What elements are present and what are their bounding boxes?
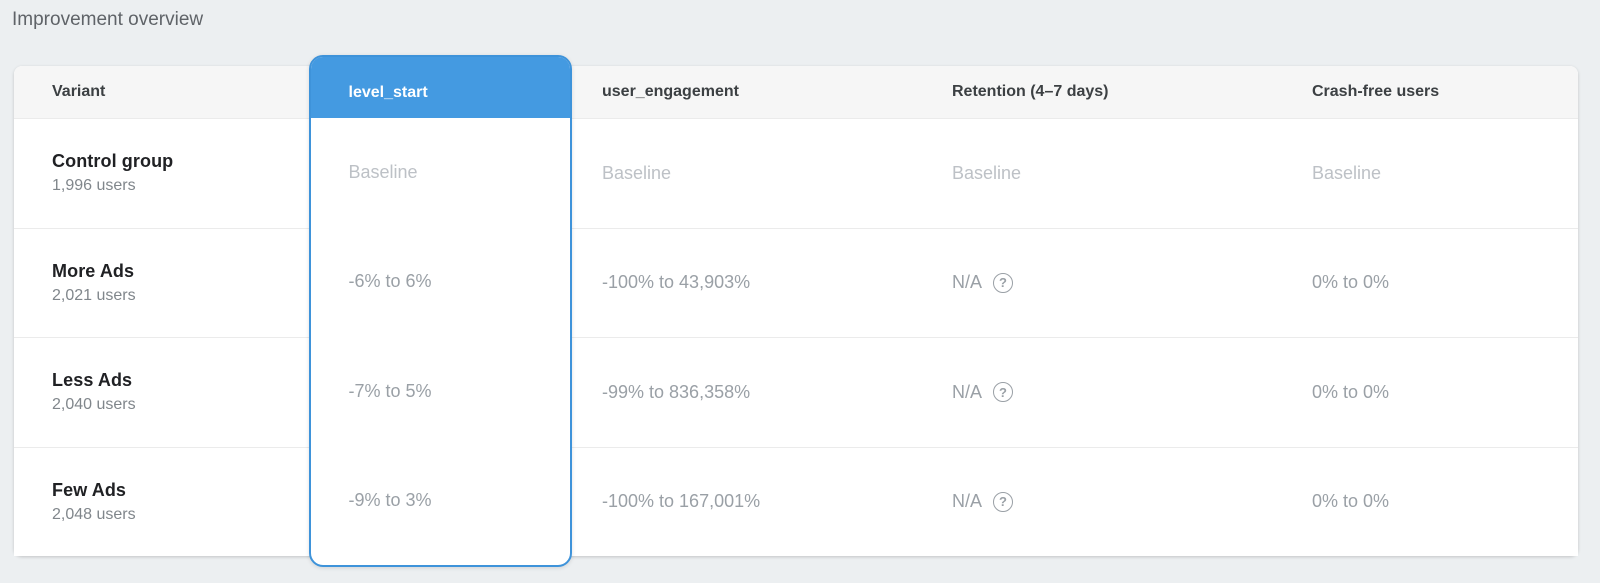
- user-engagement-cell: -100% to 167,001%: [572, 491, 920, 512]
- variant-cell: More Ads 2,021 users: [14, 261, 309, 305]
- table-row-few-ads: Few Ads 2,048 users -100% to 167,001% N/…: [14, 446, 1578, 556]
- retention-cell: Baseline: [920, 163, 1270, 184]
- variant-cell: Less Ads 2,040 users: [14, 370, 309, 414]
- level-start-cell: Baseline: [311, 118, 570, 228]
- column-header-retention[interactable]: Retention (4–7 days): [952, 83, 1109, 100]
- user-engagement-value: Baseline: [602, 162, 672, 183]
- variant-user-count: 2,040 users: [52, 396, 136, 414]
- improvement-overview-table: Variant user_engagement Retention (4–7 d…: [14, 55, 1578, 567]
- metric-card-header[interactable]: level_start: [311, 57, 570, 118]
- retention-value: Baseline: [952, 162, 1022, 183]
- variant-cell: Control group 1,996 users: [14, 151, 309, 195]
- table-header-row: Variant user_engagement Retention (4–7 d…: [14, 66, 1578, 118]
- help-icon[interactable]: ?: [993, 272, 1014, 293]
- variant-name: More Ads: [52, 260, 135, 281]
- column-header-crash-free[interactable]: Crash-free users: [1312, 83, 1440, 100]
- user-engagement-cell: -100% to 43,903%: [572, 272, 920, 293]
- column-header-variant: Variant: [52, 83, 106, 100]
- table-row-more-ads: More Ads 2,021 users -100% to 43,903% N/…: [14, 227, 1578, 337]
- variant-name: Few Ads: [52, 479, 127, 500]
- variant-cell: Few Ads 2,048 users: [14, 480, 309, 524]
- help-icon[interactable]: ?: [993, 382, 1014, 403]
- crash-free-value: 0% to 0%: [1312, 491, 1390, 512]
- page-title: Improvement overview: [12, 9, 204, 30]
- user-engagement-value: -100% to 167,001%: [602, 491, 761, 512]
- user-engagement-value: -100% to 43,903%: [602, 272, 751, 293]
- retention-cell: N/A?: [920, 272, 1270, 293]
- crash-free-value: 0% to 0%: [1312, 381, 1390, 402]
- variant-name: Control group: [52, 151, 174, 172]
- retention-cell: N/A?: [920, 491, 1270, 512]
- level-start-cell: -9% to 3%: [311, 446, 570, 556]
- variant-name: Less Ads: [52, 370, 133, 391]
- crash-free-cell: 0% to 0%: [1270, 491, 1578, 512]
- level-start-value: -7% to 5%: [348, 380, 432, 401]
- level-start-cell: -7% to 5%: [311, 337, 570, 447]
- crash-free-value: 0% to 0%: [1312, 272, 1390, 293]
- retention-value: N/A: [952, 272, 983, 293]
- level-start-cell: -6% to 6%: [311, 227, 570, 337]
- variant-user-count: 1,996 users: [52, 177, 136, 195]
- variant-user-count: 2,048 users: [52, 505, 136, 523]
- variant-user-count: 2,021 users: [52, 286, 136, 304]
- column-header-user-engagement[interactable]: user_engagement: [602, 83, 739, 100]
- user-engagement-cell: Baseline: [572, 163, 920, 184]
- metric-card-title: level_start: [348, 83, 428, 101]
- crash-free-cell: 0% to 0%: [1270, 272, 1578, 293]
- crash-free-cell: 0% to 0%: [1270, 382, 1578, 403]
- user-engagement-value: -99% to 836,358%: [602, 381, 751, 402]
- crash-free-value: Baseline: [1312, 162, 1382, 183]
- retention-value: N/A: [952, 381, 983, 402]
- level-start-value: Baseline: [348, 161, 418, 182]
- level-start-value: -6% to 6%: [348, 271, 432, 292]
- crash-free-cell: Baseline: [1270, 163, 1578, 184]
- retention-value: N/A: [952, 491, 983, 512]
- user-engagement-cell: -99% to 836,358%: [572, 382, 920, 403]
- help-icon[interactable]: ?: [993, 491, 1014, 512]
- table-row-less-ads: Less Ads 2,040 users -99% to 836,358% N/…: [14, 337, 1578, 447]
- level-start-value: -9% to 3%: [348, 490, 432, 511]
- table-row-control-group: Control group 1,996 users Baseline Basel…: [14, 118, 1578, 228]
- metric-card-level-start[interactable]: level_start Baseline -6% to 6% -7% to 5%…: [309, 55, 572, 567]
- retention-cell: N/A?: [920, 382, 1270, 403]
